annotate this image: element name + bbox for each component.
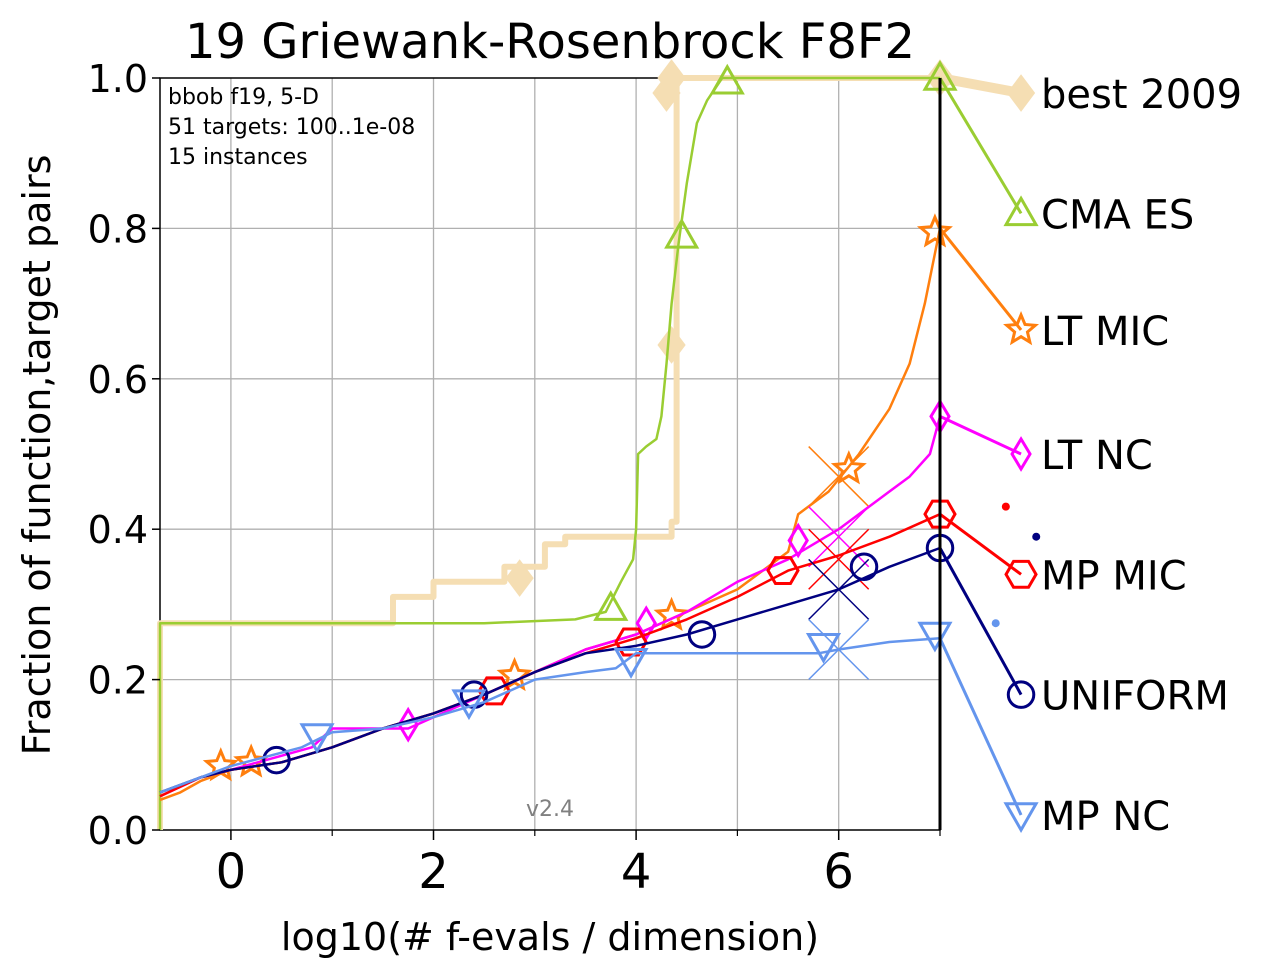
series-marker xyxy=(687,620,717,649)
series-marker xyxy=(496,656,533,692)
series-label: CMA ES xyxy=(1041,192,1194,238)
y-axis-label: Fraction of function,target pairs xyxy=(15,155,59,756)
info-line-2: 51 targets: 100..1e-08 xyxy=(168,115,415,140)
series-line xyxy=(159,416,942,798)
series-marker xyxy=(635,605,657,642)
series-cross-marker xyxy=(808,558,870,620)
series-line xyxy=(158,76,940,830)
series-marker xyxy=(766,556,800,586)
series-end-connector xyxy=(939,73,1022,98)
series-dot xyxy=(991,619,1000,628)
series-marker xyxy=(923,499,957,529)
series-label: LT MIC xyxy=(1041,309,1169,355)
series-marker xyxy=(709,63,745,95)
series-end-connector xyxy=(938,547,1023,696)
series-dot xyxy=(1001,502,1010,511)
y-tick-label: 0.4 xyxy=(88,508,148,552)
x-tick-label: 2 xyxy=(418,844,449,900)
series-lt-mic: LT MIC xyxy=(159,213,1169,802)
series-marker xyxy=(451,689,487,721)
series-end-connector xyxy=(939,512,1022,576)
series-marker xyxy=(505,559,534,597)
series-marker xyxy=(917,621,953,653)
series-group: best 2009 CMA ES LT MIC LT NC MP MIC UNIFORM M… xyxy=(157,59,1242,840)
y-tick-label: 0.8 xyxy=(88,207,148,251)
series-lt-nc: LT NC xyxy=(159,398,1153,798)
axes: 0 2 4 6 0.0 0.2 0.4 0.6 0.8 1.0 xyxy=(88,57,942,900)
series-marker xyxy=(653,596,690,631)
series-marker xyxy=(1003,195,1039,227)
series-marker xyxy=(657,59,686,97)
x-tick-label: 6 xyxy=(823,844,854,900)
series-dot xyxy=(1032,532,1041,541)
series-label: best 2009 xyxy=(1041,72,1242,118)
series-marker xyxy=(614,627,648,657)
series-cross-marker xyxy=(808,446,870,508)
series-uniform: UNIFORM xyxy=(159,532,1229,794)
series-best-2009: best 2009 xyxy=(157,59,1242,830)
series-cross-marker xyxy=(808,618,870,681)
series-end-connector xyxy=(938,77,1023,215)
y-tick-label: 0.6 xyxy=(88,358,148,402)
series-marker xyxy=(262,745,291,775)
series-end-connector xyxy=(938,637,1023,816)
info-line-3: 15 instances xyxy=(168,145,308,170)
series-marker xyxy=(1006,680,1036,709)
x-axis-label: log10(# f-evals / dimension) xyxy=(281,915,819,959)
series-marker xyxy=(916,213,953,248)
series-cma-es: CMA ES xyxy=(158,59,1194,830)
series-end-connector xyxy=(939,415,1022,456)
chart-title: 19 Griewank-Rosenbrock F8F2 xyxy=(185,14,915,70)
series-marker xyxy=(805,633,842,664)
version-label: v2.4 xyxy=(526,797,574,822)
series-line xyxy=(159,228,942,802)
y-tick-label: 0.2 xyxy=(88,659,148,703)
series-marker xyxy=(1003,311,1040,346)
series-end-connector xyxy=(938,227,1023,331)
series-marker xyxy=(593,590,629,621)
x-tick-label: 4 xyxy=(621,844,652,900)
y-tick-label: 1.0 xyxy=(88,57,148,101)
grid-lines xyxy=(160,78,941,830)
x-tick-label: 0 xyxy=(216,844,247,900)
series-mp-nc: MP NC xyxy=(159,618,1170,840)
series-marker xyxy=(849,552,879,582)
series-label: MP NC xyxy=(1041,794,1170,840)
series-marker xyxy=(664,217,700,249)
series-label: UNIFORM xyxy=(1041,674,1229,720)
info-line-1: bbob f19, 5-D xyxy=(168,85,319,110)
series-marker xyxy=(613,648,649,679)
series-line xyxy=(157,75,940,830)
series-marker xyxy=(1006,74,1036,112)
series-marker xyxy=(657,326,686,364)
series-label: LT NC xyxy=(1041,433,1153,479)
y-tick-label: 0.0 xyxy=(88,809,148,853)
series-marker xyxy=(1003,802,1039,833)
series-marker xyxy=(1010,436,1032,472)
series-marker xyxy=(299,723,335,755)
series-marker xyxy=(787,522,809,559)
plot-area xyxy=(159,77,941,831)
series-marker xyxy=(830,450,867,485)
series-label: MP MIC xyxy=(1041,553,1187,599)
series-marker xyxy=(1004,559,1038,589)
